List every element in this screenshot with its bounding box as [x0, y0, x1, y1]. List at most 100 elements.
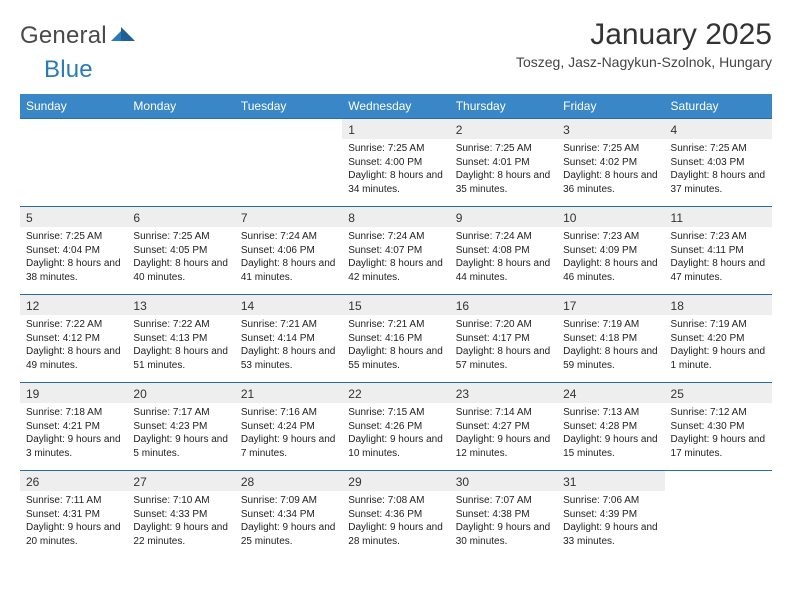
- daylight-line: Daylight: 8 hours and 42 minutes.: [348, 257, 443, 284]
- daylight-line: Daylight: 9 hours and 7 minutes.: [241, 433, 336, 460]
- day-number-cell: 28: [235, 471, 342, 492]
- sunrise-line: Sunrise: 7:23 AM: [563, 230, 658, 244]
- day-number-cell: 24: [557, 383, 664, 404]
- daylight-line: Daylight: 8 hours and 35 minutes.: [456, 169, 551, 196]
- daylight-line: Daylight: 8 hours and 36 minutes.: [563, 169, 658, 196]
- day-detail-cell: Sunrise: 7:07 AMSunset: 4:38 PMDaylight:…: [450, 491, 557, 554]
- day-detail-cell: Sunrise: 7:09 AMSunset: 4:34 PMDaylight:…: [235, 491, 342, 554]
- brand-logo: General: [20, 22, 139, 50]
- daylight-line: Daylight: 9 hours and 15 minutes.: [563, 433, 658, 460]
- sunrise-line: Sunrise: 7:12 AM: [671, 406, 766, 420]
- sunset-line: Sunset: 4:20 PM: [671, 332, 766, 346]
- sunrise-line: Sunrise: 7:25 AM: [456, 142, 551, 156]
- day-detail-cell: Sunrise: 7:19 AMSunset: 4:18 PMDaylight:…: [557, 315, 664, 383]
- sunset-line: Sunset: 4:13 PM: [133, 332, 228, 346]
- sunset-line: Sunset: 4:27 PM: [456, 420, 551, 434]
- sunrise-line: Sunrise: 7:16 AM: [241, 406, 336, 420]
- sunrise-line: Sunrise: 7:11 AM: [26, 494, 121, 508]
- day-detail-cell: Sunrise: 7:21 AMSunset: 4:16 PMDaylight:…: [342, 315, 449, 383]
- day-detail-cell: [127, 139, 234, 207]
- day-detail-cell: Sunrise: 7:14 AMSunset: 4:27 PMDaylight:…: [450, 403, 557, 471]
- daylight-line: Daylight: 8 hours and 59 minutes.: [563, 345, 658, 372]
- day-detail-cell: Sunrise: 7:19 AMSunset: 4:20 PMDaylight:…: [665, 315, 772, 383]
- day-number-cell: 11: [665, 207, 772, 228]
- day-number-cell: 10: [557, 207, 664, 228]
- day-number-cell: 12: [20, 295, 127, 316]
- day-number-cell: 8: [342, 207, 449, 228]
- sunset-line: Sunset: 4:39 PM: [563, 508, 658, 522]
- day-number-cell: 25: [665, 383, 772, 404]
- location: Toszeg, Jasz-Nagykun-Szolnok, Hungary: [516, 54, 772, 70]
- sunrise-line: Sunrise: 7:08 AM: [348, 494, 443, 508]
- page-title: January 2025: [516, 18, 772, 52]
- sunset-line: Sunset: 4:06 PM: [241, 244, 336, 258]
- day-number-cell: 16: [450, 295, 557, 316]
- daylight-line: Daylight: 9 hours and 17 minutes.: [671, 433, 766, 460]
- daylight-line: Daylight: 8 hours and 55 minutes.: [348, 345, 443, 372]
- day-detail-cell: Sunrise: 7:23 AMSunset: 4:09 PMDaylight:…: [557, 227, 664, 295]
- sunset-line: Sunset: 4:30 PM: [671, 420, 766, 434]
- daylight-line: Daylight: 9 hours and 30 minutes.: [456, 521, 551, 548]
- daylight-line: Daylight: 8 hours and 41 minutes.: [241, 257, 336, 284]
- daylight-line: Daylight: 9 hours and 28 minutes.: [348, 521, 443, 548]
- daylight-line: Daylight: 8 hours and 37 minutes.: [671, 169, 766, 196]
- day-detail-cell: [235, 139, 342, 207]
- sunrise-line: Sunrise: 7:25 AM: [133, 230, 228, 244]
- day-number-cell: [235, 119, 342, 140]
- daylight-line: Daylight: 9 hours and 33 minutes.: [563, 521, 658, 548]
- daynum-row: 19202122232425: [20, 383, 772, 404]
- detail-row: Sunrise: 7:18 AMSunset: 4:21 PMDaylight:…: [20, 403, 772, 471]
- daylight-line: Daylight: 8 hours and 57 minutes.: [456, 345, 551, 372]
- daylight-line: Daylight: 9 hours and 1 minute.: [671, 345, 766, 372]
- sunrise-line: Sunrise: 7:13 AM: [563, 406, 658, 420]
- weekday-header: Friday: [557, 94, 664, 119]
- day-number-cell: 19: [20, 383, 127, 404]
- daylight-line: Daylight: 9 hours and 22 minutes.: [133, 521, 228, 548]
- daylight-line: Daylight: 8 hours and 51 minutes.: [133, 345, 228, 372]
- weekday-header: Monday: [127, 94, 234, 119]
- daylight-line: Daylight: 9 hours and 3 minutes.: [26, 433, 121, 460]
- sunrise-line: Sunrise: 7:22 AM: [133, 318, 228, 332]
- day-detail-cell: Sunrise: 7:12 AMSunset: 4:30 PMDaylight:…: [665, 403, 772, 471]
- weekday-header: Thursday: [450, 94, 557, 119]
- detail-row: Sunrise: 7:22 AMSunset: 4:12 PMDaylight:…: [20, 315, 772, 383]
- daylight-line: Daylight: 9 hours and 10 minutes.: [348, 433, 443, 460]
- day-detail-cell: Sunrise: 7:25 AMSunset: 4:03 PMDaylight:…: [665, 139, 772, 207]
- sunrise-line: Sunrise: 7:20 AM: [456, 318, 551, 332]
- sunset-line: Sunset: 4:21 PM: [26, 420, 121, 434]
- sunset-line: Sunset: 4:23 PM: [133, 420, 228, 434]
- sunrise-line: Sunrise: 7:24 AM: [241, 230, 336, 244]
- sunset-line: Sunset: 4:05 PM: [133, 244, 228, 258]
- daylight-line: Daylight: 8 hours and 47 minutes.: [671, 257, 766, 284]
- day-number-cell: 17: [557, 295, 664, 316]
- day-detail-cell: Sunrise: 7:25 AMSunset: 4:01 PMDaylight:…: [450, 139, 557, 207]
- sunset-line: Sunset: 4:07 PM: [348, 244, 443, 258]
- daylight-line: Daylight: 8 hours and 40 minutes.: [133, 257, 228, 284]
- sunrise-line: Sunrise: 7:06 AM: [563, 494, 658, 508]
- daylight-line: Daylight: 8 hours and 44 minutes.: [456, 257, 551, 284]
- daylight-line: Daylight: 9 hours and 20 minutes.: [26, 521, 121, 548]
- daylight-line: Daylight: 9 hours and 25 minutes.: [241, 521, 336, 548]
- day-number-cell: 29: [342, 471, 449, 492]
- day-number-cell: 5: [20, 207, 127, 228]
- daynum-row: 1234: [20, 119, 772, 140]
- sunset-line: Sunset: 4:16 PM: [348, 332, 443, 346]
- day-detail-cell: Sunrise: 7:16 AMSunset: 4:24 PMDaylight:…: [235, 403, 342, 471]
- day-detail-cell: Sunrise: 7:25 AMSunset: 4:05 PMDaylight:…: [127, 227, 234, 295]
- sunset-line: Sunset: 4:26 PM: [348, 420, 443, 434]
- sunrise-line: Sunrise: 7:09 AM: [241, 494, 336, 508]
- sunset-line: Sunset: 4:01 PM: [456, 156, 551, 170]
- sunrise-line: Sunrise: 7:24 AM: [456, 230, 551, 244]
- daynum-row: 567891011: [20, 207, 772, 228]
- day-detail-cell: Sunrise: 7:25 AMSunset: 4:04 PMDaylight:…: [20, 227, 127, 295]
- day-detail-cell: [665, 491, 772, 554]
- day-detail-cell: Sunrise: 7:15 AMSunset: 4:26 PMDaylight:…: [342, 403, 449, 471]
- day-number-cell: 7: [235, 207, 342, 228]
- daylight-line: Daylight: 9 hours and 12 minutes.: [456, 433, 551, 460]
- day-number-cell: 22: [342, 383, 449, 404]
- day-detail-cell: Sunrise: 7:25 AMSunset: 4:02 PMDaylight:…: [557, 139, 664, 207]
- day-detail-cell: Sunrise: 7:08 AMSunset: 4:36 PMDaylight:…: [342, 491, 449, 554]
- day-detail-cell: Sunrise: 7:24 AMSunset: 4:07 PMDaylight:…: [342, 227, 449, 295]
- day-number-cell: [20, 119, 127, 140]
- daylight-line: Daylight: 8 hours and 38 minutes.: [26, 257, 121, 284]
